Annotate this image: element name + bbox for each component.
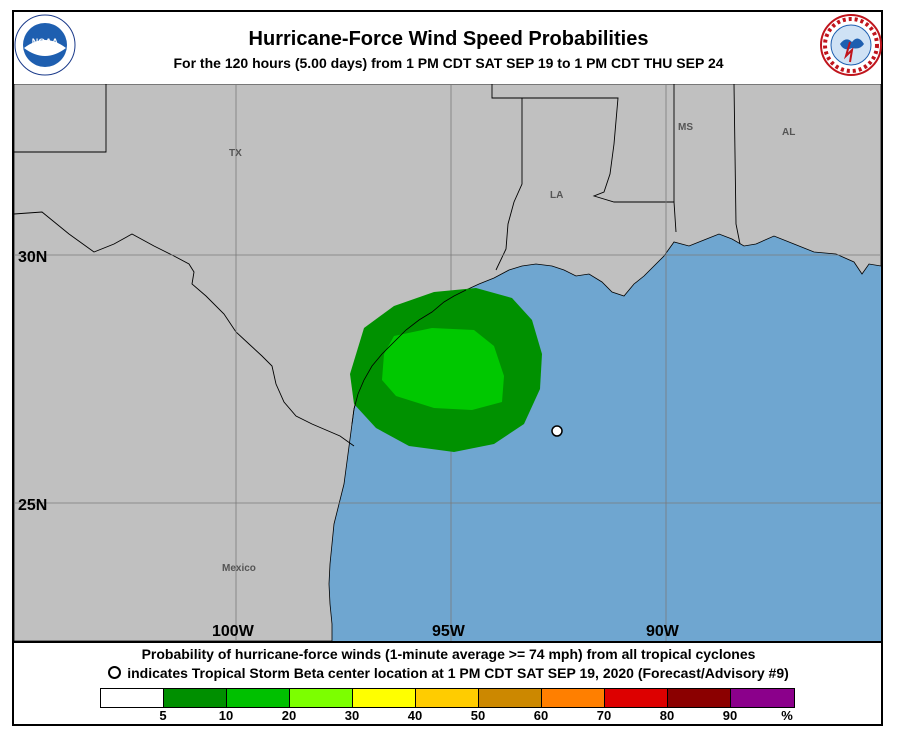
legend-tick-label: 30 xyxy=(344,708,360,723)
legend-tick-label: 5 xyxy=(159,708,167,723)
legend-swatch xyxy=(668,689,731,707)
land-mass xyxy=(14,84,881,641)
coastline xyxy=(351,289,467,425)
legend-swatch xyxy=(542,689,605,707)
legend-swatch xyxy=(227,689,290,707)
boundaries xyxy=(14,84,741,447)
noaa-logo-text: NOAA xyxy=(32,37,59,47)
legend-tick-label: 70 xyxy=(596,708,612,723)
legend-swatch xyxy=(416,689,479,707)
storm-center-marker xyxy=(551,425,563,437)
lon-label-100w: 100W xyxy=(212,623,255,640)
storm-center-legend-icon xyxy=(108,666,122,679)
label-la: LA xyxy=(550,190,563,201)
place-labels: TX LA MS AL Mexico xyxy=(222,122,795,574)
map-title: Hurricane-Force Wind Speed Probabilities xyxy=(248,28,649,50)
label-ms: MS xyxy=(678,122,693,133)
caption-line-2: indicates Tropical Storm Beta center loc… xyxy=(0,665,897,681)
map-subtitle: For the 120 hours (5.00 days) from 1 PM … xyxy=(173,55,724,71)
legend-swatch xyxy=(731,689,794,707)
legend-swatch xyxy=(101,689,164,707)
legend-tick-label: 50 xyxy=(470,708,486,723)
legend-swatch xyxy=(164,689,227,707)
lat-label-30n: 30N xyxy=(18,249,47,266)
legend-tick-label: 80 xyxy=(659,708,675,723)
legend-tick-label: 40 xyxy=(407,708,423,723)
probability-area-10-20 xyxy=(382,328,504,410)
label-mexico: Mexico xyxy=(222,563,256,574)
lat-label-25n: 25N xyxy=(18,497,47,514)
legend-tick-label: 90 xyxy=(722,708,738,723)
lon-label-90w: 90W xyxy=(646,623,680,640)
legend-tick-label: % xyxy=(781,708,793,723)
lon-label-95w: 95W xyxy=(432,623,466,640)
legend-tick-label: 10 xyxy=(218,708,234,723)
noaa-logo-icon: NOAA xyxy=(14,14,76,76)
graticule xyxy=(14,84,881,641)
nws-logo-icon xyxy=(820,14,882,76)
label-al: AL xyxy=(782,127,795,138)
probability-legend xyxy=(100,688,795,708)
probability-map: TX LA MS AL Mexico 30N 25N 100W 95W 90W xyxy=(14,84,881,641)
legend-tick-label: 60 xyxy=(533,708,549,723)
map-bottom-rule xyxy=(12,641,883,643)
legend-swatch xyxy=(290,689,353,707)
legend-swatch xyxy=(605,689,668,707)
caption-line-2-text: indicates Tropical Storm Beta center loc… xyxy=(127,665,789,681)
legend-swatch xyxy=(353,689,416,707)
caption-line-1: Probability of hurricane-force winds (1-… xyxy=(141,646,756,662)
label-tx: TX xyxy=(229,148,242,159)
legend-tick-label: 20 xyxy=(281,708,297,723)
legend-swatch xyxy=(479,689,542,707)
